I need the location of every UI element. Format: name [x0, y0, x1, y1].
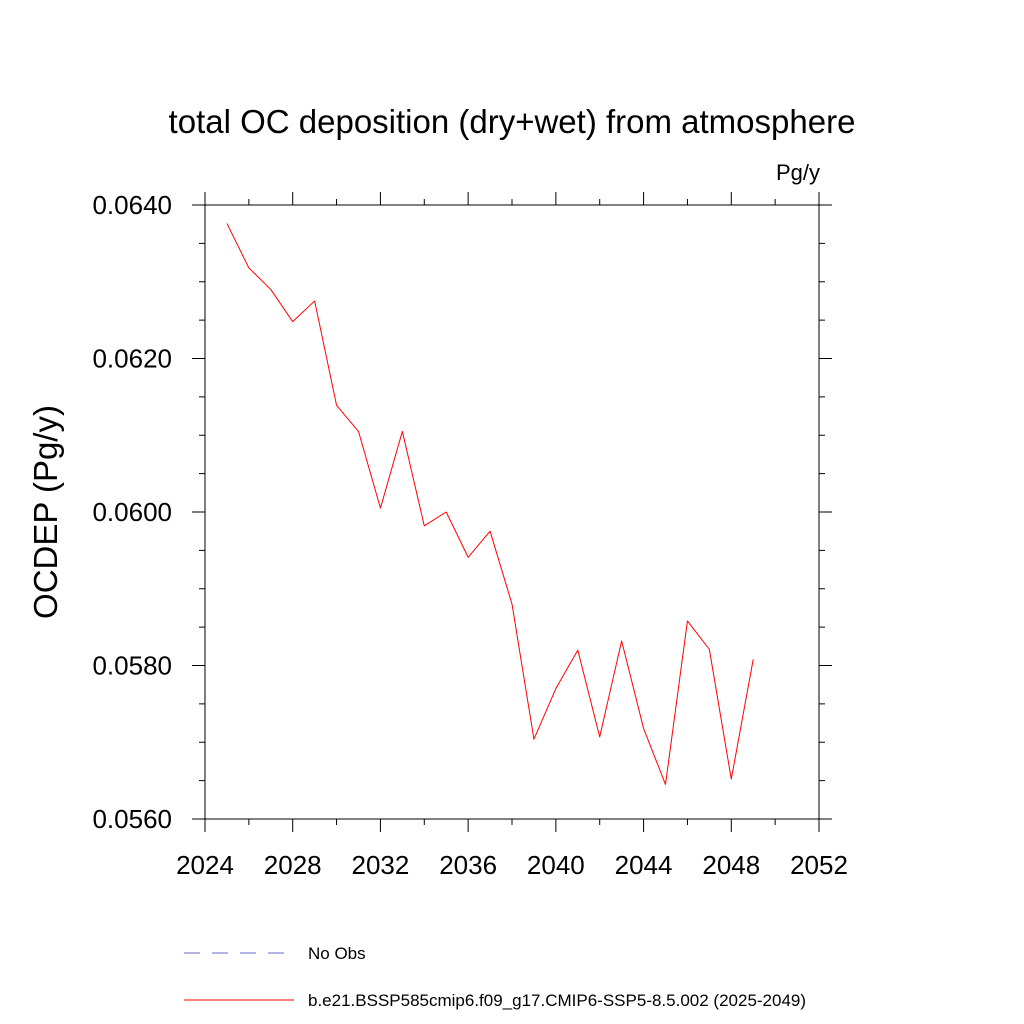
legend-label: No Obs: [308, 944, 366, 963]
plot-frame: [204, 204, 820, 820]
x-tick-label: 2040: [527, 850, 585, 880]
units-label: Pg/y: [776, 160, 820, 185]
x-tick-label: 2036: [439, 850, 497, 880]
series-layer: [226, 223, 754, 785]
x-tick-label: 2024: [176, 850, 234, 880]
x-tick-label: 2032: [352, 850, 410, 880]
legend-label: b.e21.BSSP585cmip6.f09_g17.CMIP6-SSP5-8.…: [308, 991, 806, 1010]
y-tick-label: 0.0640: [92, 190, 172, 220]
chart-title: total OC deposition (dry+wet) from atmos…: [169, 103, 856, 140]
y-tick-label: 0.0620: [92, 344, 172, 374]
y-tick-label: 0.0580: [92, 651, 172, 681]
y-axis-label: OCDEP (Pg/y): [27, 405, 64, 619]
x-tick-label: 2044: [615, 850, 673, 880]
series-line: [226, 223, 754, 785]
x-tick-label: 2052: [790, 850, 848, 880]
y-axis: 0.0560 0.0580 0.0600 0.0620 0.0640: [92, 190, 832, 834]
y-tick-label: 0.0600: [92, 497, 172, 527]
x-tick-label: 2028: [264, 850, 322, 880]
y-tick-label: 0.0560: [92, 804, 172, 834]
x-tick-label: 2048: [702, 850, 760, 880]
x-axis: 2024 2028 2032 2036 2040 2044 2048 2052: [176, 192, 848, 880]
legend: No Obs b.e21.BSSP585cmip6.f09_g17.CMIP6-S…: [184, 944, 806, 1010]
